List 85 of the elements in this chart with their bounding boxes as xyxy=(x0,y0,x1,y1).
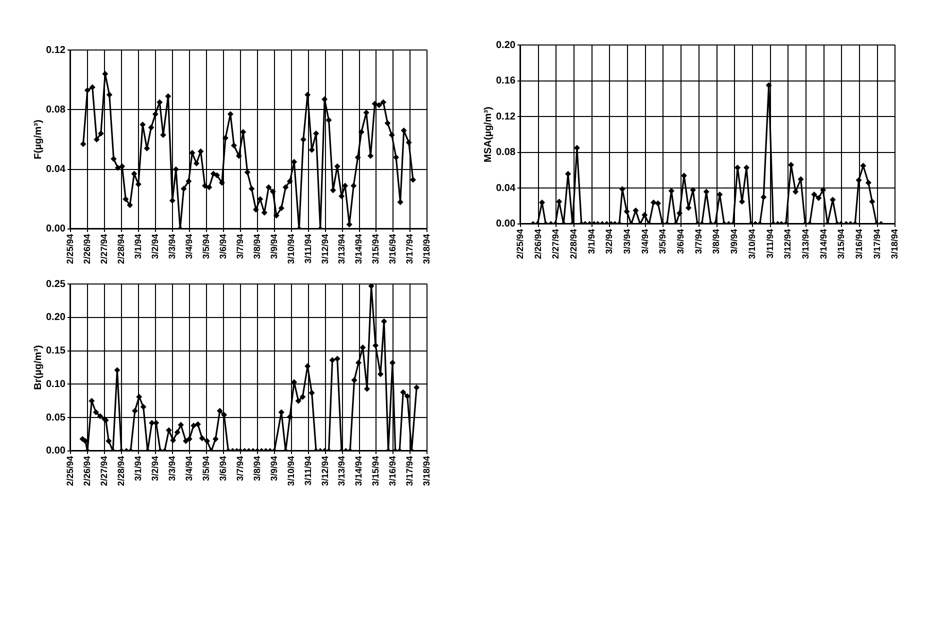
x-tick-label: 3/13/94 xyxy=(800,228,810,260)
x-tick-label: 3/4/94 xyxy=(184,234,194,260)
y-tick-label: 0.12 xyxy=(496,111,516,122)
y-tick-label: 0.00 xyxy=(46,224,66,235)
x-tick-label: 3/6/94 xyxy=(218,456,228,482)
y-tick-label: 0.00 xyxy=(496,218,516,230)
x-tick-label: 3/9/94 xyxy=(268,234,279,260)
x-tick-label: 3/7/94 xyxy=(693,228,704,254)
x-tick-label: 3/11/94 xyxy=(302,234,313,264)
x-tick-label: 3/6/94 xyxy=(676,228,686,254)
x-tick-label: 3/11/94 xyxy=(764,228,775,259)
x-tick-label: 3/7/94 xyxy=(234,456,245,482)
y-axis-title: MSA(µg/m³) xyxy=(482,106,494,162)
x-tick-label: 2/27/94 xyxy=(550,228,561,260)
x-tick-label: 3/14/94 xyxy=(354,456,364,486)
x-tick-label: 3/1/94 xyxy=(586,228,596,254)
y-axis-title: F(µg/m³) xyxy=(32,120,44,160)
x-tick-label: 3/3/94 xyxy=(166,456,177,482)
x-tick-label: 2/25/94 xyxy=(64,456,75,486)
x-tick-label: 2/26/94 xyxy=(532,228,543,260)
x-tick-label: 3/8/94 xyxy=(711,228,722,254)
x-tick-label: 3/5/94 xyxy=(658,228,668,254)
x-tick-label: 3/13/94 xyxy=(336,234,347,264)
x-tick-label: 3/4/94 xyxy=(184,456,194,482)
x-tick-label: 3/15/94 xyxy=(370,456,381,486)
x-tick-label: 3/5/94 xyxy=(200,456,211,482)
x-tick-label: 3/7/94 xyxy=(234,234,245,260)
x-tick-label: 3/10/94 xyxy=(286,456,296,486)
x-tick-label: 3/18/94 xyxy=(422,456,432,486)
x-tick-label: 3/9/94 xyxy=(268,456,279,482)
y-tick-label: 0.10 xyxy=(46,378,66,390)
y-tick-label: 0.08 xyxy=(46,104,66,116)
x-tick-label: 3/6/94 xyxy=(218,234,228,260)
x-tick-label: 3/1/94 xyxy=(132,234,143,260)
x-tick-label: 3/18/94 xyxy=(422,234,432,264)
x-tick-label: 2/28/94 xyxy=(116,456,126,486)
x-tick-label: 2/25/94 xyxy=(514,228,525,260)
y-tick-label: 0.05 xyxy=(46,412,66,424)
y-tick-label: 0.20 xyxy=(496,40,516,51)
y-tick-label: 0.00 xyxy=(46,446,66,457)
x-tick-label: 3/3/94 xyxy=(166,234,177,260)
y-tick-label: 0.04 xyxy=(496,182,516,194)
x-tick-label: 3/15/94 xyxy=(370,234,381,264)
x-tick-label: 3/13/94 xyxy=(336,456,347,486)
x-tick-label: 2/27/94 xyxy=(98,456,109,486)
y-axis-title: Br(µg/m³) xyxy=(32,345,44,390)
x-tick-label: 3/3/94 xyxy=(622,228,632,254)
x-tick-label: 2/26/94 xyxy=(82,456,92,486)
y-tick-label: 0.15 xyxy=(46,346,66,357)
x-tick-label: 2/25/94 xyxy=(64,234,75,264)
y-tick-label: 0.08 xyxy=(496,147,516,158)
x-tick-label: 3/16/94 xyxy=(388,456,398,486)
x-tick-label: 3/12/94 xyxy=(320,234,330,264)
x-tick-label: 3/2/94 xyxy=(604,228,614,254)
y-tick-label: 0.20 xyxy=(46,312,66,324)
x-tick-label: 3/17/94 xyxy=(404,456,415,486)
x-tick-label: 3/10/94 xyxy=(746,228,757,260)
x-tick-label: 3/12/94 xyxy=(320,456,330,486)
x-tick-label: 3/11/94 xyxy=(302,456,313,486)
x-tick-label: 3/12/94 xyxy=(782,228,793,260)
x-tick-label: 3/10/94 xyxy=(286,234,296,264)
x-tick-label: 3/17/94 xyxy=(872,228,882,260)
y-tick-label: 0.04 xyxy=(46,164,66,176)
x-tick-label: 3/2/94 xyxy=(150,234,160,260)
x-tick-label: 3/1/94 xyxy=(132,456,143,482)
y-tick-label: 0.12 xyxy=(46,44,66,56)
x-tick-label: 2/28/94 xyxy=(568,228,578,260)
x-tick-label: 3/17/94 xyxy=(404,234,415,264)
x-tick-label: 3/2/94 xyxy=(150,456,160,482)
x-tick-label: 3/14/94 xyxy=(354,234,364,264)
x-tick-label: 3/16/94 xyxy=(388,234,398,264)
x-tick-label: 3/9/94 xyxy=(729,228,740,254)
x-tick-label: 3/4/94 xyxy=(640,228,650,254)
x-tick-label: 2/28/94 xyxy=(116,234,126,264)
x-tick-label: 3/14/94 xyxy=(818,228,828,260)
x-tick-label: 3/8/94 xyxy=(252,456,262,482)
x-tick-label: 3/8/94 xyxy=(252,234,262,260)
x-tick-label: 3/16/94 xyxy=(854,228,864,260)
y-tick-label: 0.16 xyxy=(496,76,516,87)
x-tick-label: 2/27/94 xyxy=(98,234,109,264)
x-tick-label: 3/18/94 xyxy=(890,228,900,260)
x-tick-label: 2/26/94 xyxy=(82,234,92,264)
x-tick-label: 3/15/94 xyxy=(836,228,846,260)
y-tick-label: 0.25 xyxy=(46,278,66,290)
x-tick-label: 3/5/94 xyxy=(200,234,211,260)
